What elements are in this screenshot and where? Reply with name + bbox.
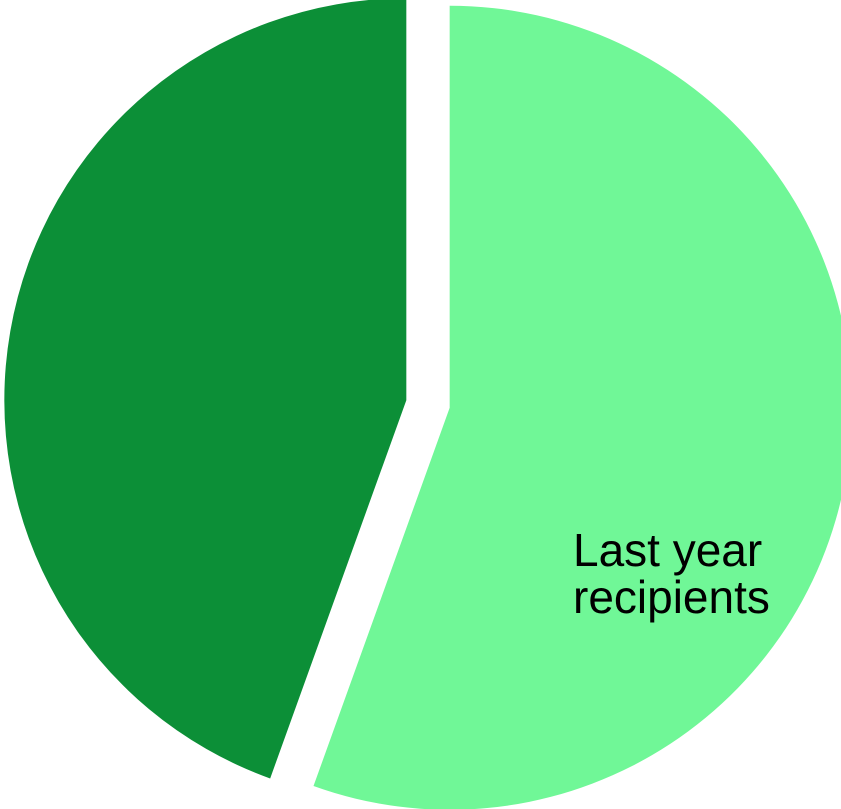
- slice-label-line: Last year: [573, 524, 762, 576]
- pie-slice-2: [4, 0, 407, 779]
- pie-labels: Last year recipients: [573, 524, 770, 623]
- pie-slice-1: [313, 5, 841, 809]
- slice-label-1: Last year recipients: [573, 524, 770, 623]
- pie-slices: [4, 0, 841, 809]
- slice-label-line: recipients: [573, 571, 770, 623]
